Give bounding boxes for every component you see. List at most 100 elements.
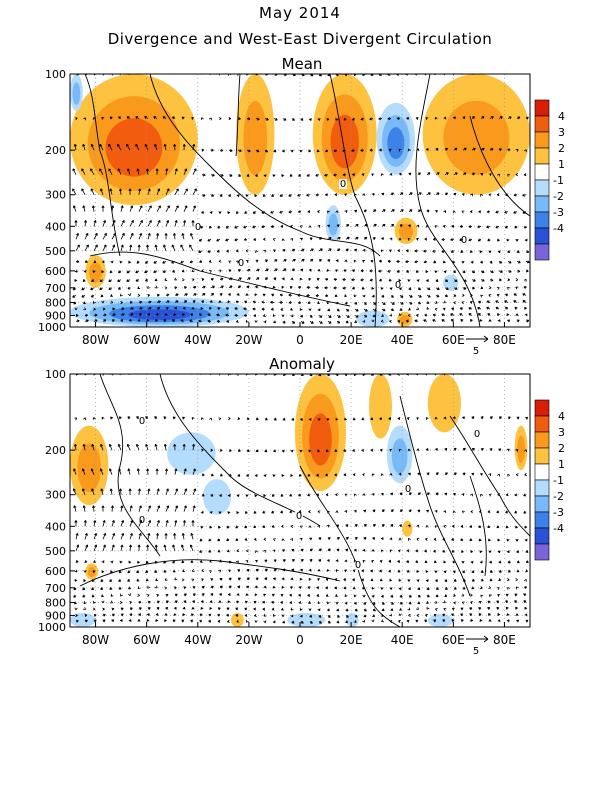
wind-vector: [453, 287, 458, 290]
wind-vector: [120, 532, 125, 540]
y-tick-label: 300: [45, 489, 66, 502]
wind-vector: [82, 505, 86, 512]
wind-vector: [128, 544, 133, 551]
wind-vector: [99, 468, 104, 475]
wind-vector: [471, 270, 476, 274]
y-tick-label: 100: [45, 368, 66, 381]
wind-vector: [255, 117, 260, 121]
wind-vector: [192, 468, 196, 475]
wind-vector: [408, 601, 412, 605]
wind-vector: [435, 492, 439, 496]
wind-vector: [137, 544, 141, 551]
wind-vector: [282, 268, 287, 272]
wind-vector: [324, 173, 329, 177]
wind-vector: [272, 238, 276, 242]
convergence-region: [167, 432, 216, 475]
wind-vector: [362, 559, 366, 563]
wind-vector: [129, 505, 133, 512]
wind-vector: [145, 578, 149, 582]
wind-vector: [174, 600, 178, 604]
wind-vector: [489, 570, 493, 573]
wind-vector: [516, 416, 520, 420]
wind-vector: [93, 313, 98, 317]
wind-vector: [352, 473, 356, 477]
wind-vector: [495, 306, 500, 310]
wind-vector: [290, 577, 294, 581]
wind-vector: [426, 192, 431, 196]
colorbar-swatch: [534, 99, 550, 117]
y-tick-label: 900: [45, 609, 66, 622]
wind-vector: [263, 549, 266, 553]
wind-vector: [351, 278, 356, 282]
wind-vector: [120, 300, 123, 305]
wind-vector: [362, 319, 366, 323]
wind-vector: [237, 277, 242, 281]
wind-vector: [363, 608, 367, 612]
wind-vector: [424, 549, 428, 553]
wind-vector: [318, 620, 322, 624]
wind-vector: [273, 538, 276, 542]
wind-vector: [291, 248, 296, 252]
wind-vector: [225, 307, 230, 311]
wind-vector: [208, 619, 212, 623]
wind-vector: [497, 538, 501, 542]
wind-vector: [173, 613, 177, 617]
wind-vector: [426, 301, 430, 305]
wind-vector: [479, 472, 483, 476]
wind-vector: [442, 260, 446, 264]
wind-vector: [335, 259, 339, 263]
wind-vector: [462, 116, 466, 120]
wind-vector: [406, 619, 410, 623]
contour-label-bg: [473, 429, 481, 439]
wind-vector: [147, 313, 151, 317]
wind-vector: [183, 220, 187, 227]
wind-vector: [144, 270, 149, 274]
wind-vector: [227, 511, 231, 514]
wind-vector: [333, 277, 338, 282]
wind-vector: [155, 613, 159, 616]
wind-vector: [309, 237, 313, 241]
wind-vector: [246, 549, 249, 553]
shading-layer: [70, 74, 530, 327]
wind-vector: [336, 224, 340, 228]
wind-vector: [246, 149, 251, 153]
wind-vector: [99, 279, 104, 283]
wind-vector: [390, 294, 394, 298]
wind-vector: [236, 194, 240, 197]
wind-vector: [83, 601, 87, 605]
wind-vector: [174, 277, 178, 281]
wind-vector: [111, 313, 116, 317]
wind-vector: [93, 232, 98, 240]
wind-vector: [82, 143, 86, 151]
wind-vector: [291, 620, 295, 624]
wind-vector: [246, 117, 251, 121]
wind-vector: [459, 224, 464, 228]
wind-vector: [362, 548, 366, 552]
wind-vector: [154, 585, 158, 589]
wind-vector: [272, 174, 276, 177]
wind-vector: [315, 173, 320, 177]
wind-vector: [180, 319, 185, 323]
wind-vector: [417, 172, 421, 176]
wind-vector: [453, 279, 458, 282]
wind-vector: [209, 559, 213, 563]
wind-vector: [263, 249, 267, 253]
wind-vector: [200, 448, 204, 452]
wind-vector: [83, 607, 86, 611]
wind-vector: [345, 614, 349, 618]
wind-vector: [174, 168, 178, 175]
wind-vector: [505, 600, 509, 604]
wind-vector: [165, 220, 170, 227]
wind-vector: [84, 244, 89, 252]
wind-vector: [216, 238, 221, 242]
wind-vector: [137, 619, 141, 622]
wind-vector: [417, 209, 422, 213]
wind-vector: [516, 319, 520, 323]
wind-vector: [138, 607, 142, 611]
wind-vector: [99, 143, 104, 151]
wind-vector: [415, 619, 419, 623]
wind-vector: [362, 294, 366, 298]
wind-vector: [163, 560, 167, 564]
wind-vector: [486, 225, 491, 229]
wind-vector: [381, 308, 386, 312]
